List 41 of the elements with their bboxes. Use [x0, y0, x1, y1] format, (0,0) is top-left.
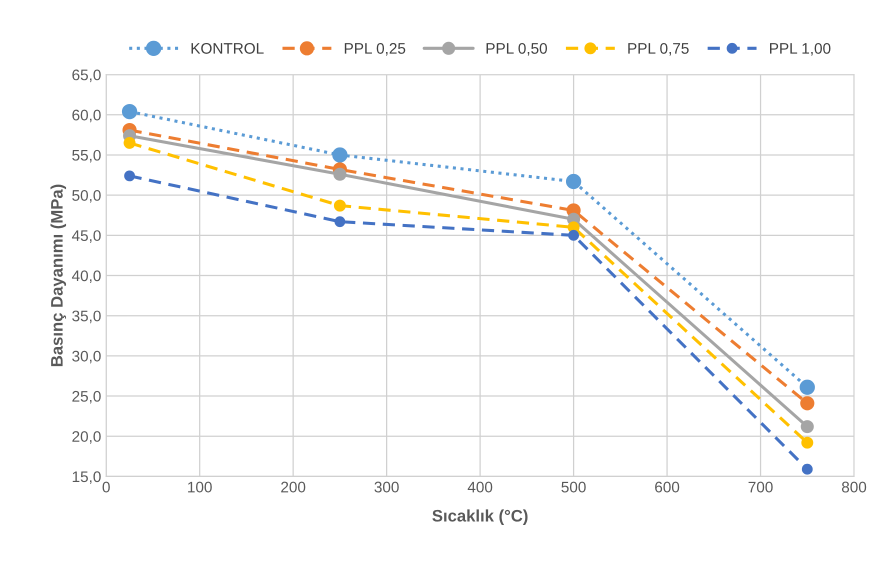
- x-tick-label: 0: [102, 482, 110, 493]
- x-tick-label: 400: [468, 482, 492, 493]
- y-tick-label: 65,0: [72, 69, 101, 82]
- x-tick-label: 600: [655, 482, 680, 493]
- legend-label: PPL 0,25: [344, 43, 406, 56]
- point: [800, 380, 815, 395]
- point: [333, 168, 346, 181]
- point: [332, 147, 348, 163]
- legend-label: PPL 0,75: [628, 43, 689, 56]
- y-tick-label: 15,0: [72, 471, 101, 484]
- point: [800, 420, 814, 434]
- x-tick-label: 800: [842, 482, 866, 493]
- y-tick-label: 30,0: [72, 350, 101, 364]
- x-tick-label: 200: [281, 482, 306, 493]
- legend-label: PPL 0,50: [486, 43, 547, 56]
- point: [124, 170, 135, 182]
- point: [801, 436, 814, 449]
- point: [334, 216, 346, 228]
- y-axis-title: Basınç Dayanımı (MPa): [50, 184, 66, 366]
- x-tick-label: 700: [748, 482, 773, 493]
- y-tick-label: 45,0: [72, 230, 101, 243]
- point: [122, 104, 138, 120]
- point: [568, 230, 580, 241]
- point: [802, 464, 813, 475]
- y-tick-label: 35,0: [72, 310, 101, 324]
- x-tick-label: 100: [188, 482, 212, 493]
- x-tick-label: 300: [374, 482, 399, 493]
- y-tick-label: 55,0: [72, 150, 101, 162]
- point: [800, 396, 814, 410]
- point: [566, 174, 582, 190]
- point: [124, 136, 136, 149]
- y-tick-label: 40,0: [72, 270, 101, 284]
- y-tick-label: 60,0: [72, 110, 101, 122]
- legend-label: KONTROL: [192, 43, 264, 54]
- x-axis-title: Sıcaklık (°C): [432, 509, 528, 525]
- y-tick-label: 25,0: [72, 390, 101, 404]
- y-tick-label: 50,0: [72, 190, 101, 203]
- y-tick-label: 20,0: [72, 431, 101, 444]
- point: [334, 200, 346, 212]
- legend-label: PPL 1,00: [770, 43, 830, 56]
- x-tick-label: 500: [561, 482, 586, 493]
